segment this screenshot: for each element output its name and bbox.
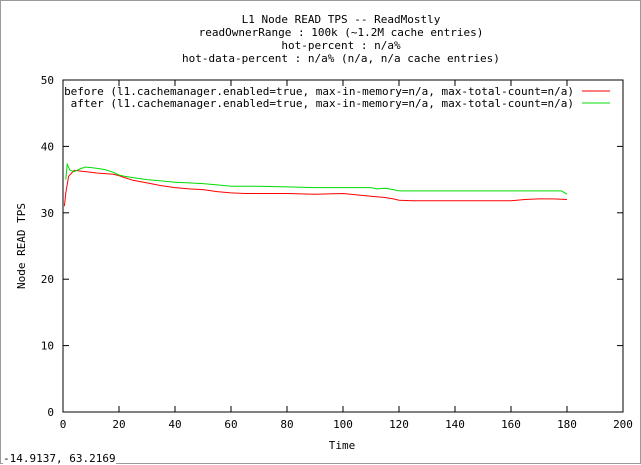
y-tick-label: 0 xyxy=(47,406,54,419)
chart-title-line-2: readOwnerRange : 100k (~1.2M cache entri… xyxy=(199,26,484,39)
mouse-coordinate-readout: -14.9137, 63.2169 xyxy=(3,452,116,465)
y-axis: 0 10 20 30 40 50 xyxy=(41,74,623,419)
x-tick-label: 200 xyxy=(613,418,633,431)
x-tick-label: 40 xyxy=(168,418,181,431)
chart-title-line-1: L1 Node READ TPS -- ReadMostly xyxy=(242,13,441,26)
y-tick-label: 20 xyxy=(41,273,54,286)
plot-area-border xyxy=(62,79,624,413)
legend: before (l1.cachemanager.enabled=true, ma… xyxy=(64,85,610,110)
y-tick-label: 30 xyxy=(41,207,54,220)
series-layer xyxy=(63,162,568,207)
y-tick-label: 50 xyxy=(41,74,54,87)
chart-title-line-3: hot-percent : n/a% xyxy=(281,39,401,52)
x-tick-label: 100 xyxy=(333,418,353,431)
series-line-after xyxy=(65,162,568,195)
legend-label-after: after (l1.cachemanager.enabled=true, max… xyxy=(71,97,574,110)
x-tick-label: 60 xyxy=(224,418,237,431)
x-tick-label: 180 xyxy=(557,418,577,431)
x-axis-label: Time xyxy=(329,439,356,452)
y-axis-label: Node READ TPS xyxy=(15,203,28,289)
x-tick-label: 20 xyxy=(112,418,125,431)
y-tick-label: 40 xyxy=(41,140,54,153)
chart-title-line-4: hot-data-percent : n/a% (n/a, n/a cache … xyxy=(182,52,500,65)
chart-title-block: L1 Node READ TPS -- ReadMostly readOwner… xyxy=(182,13,500,65)
x-tick-label: 120 xyxy=(389,418,409,431)
y-tick-label: 10 xyxy=(41,340,54,353)
legend-label-before: before (l1.cachemanager.enabled=true, ma… xyxy=(64,85,574,98)
x-axis: 0 20 40 60 80 100 120 140 160 180 200 xyxy=(60,80,633,431)
series-line-before xyxy=(63,169,568,207)
x-tick-label: 80 xyxy=(280,418,293,431)
x-tick-label: 160 xyxy=(501,418,521,431)
x-tick-label: 140 xyxy=(445,418,465,431)
x-tick-label: 0 xyxy=(60,418,67,431)
